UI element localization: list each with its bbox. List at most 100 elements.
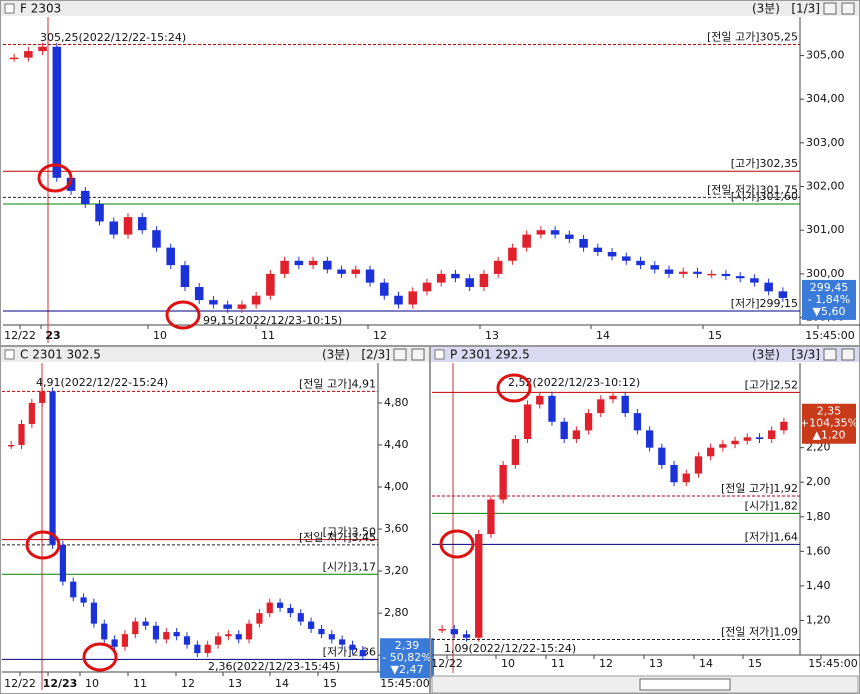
y-tick-label: 2,00 <box>806 475 831 488</box>
y-tick-label: 305,00 <box>806 48 845 61</box>
checkbox[interactable] <box>4 349 15 360</box>
candle <box>237 304 247 309</box>
y-tick-label: 304,00 <box>806 92 845 105</box>
x-tick-label: 14 <box>596 329 610 342</box>
price-box <box>380 638 434 679</box>
checkbox[interactable] <box>434 349 445 360</box>
candle <box>694 456 703 474</box>
candle <box>422 282 432 292</box>
panel-title: C 2301 302.5 <box>20 348 101 362</box>
candle <box>768 430 776 440</box>
candle <box>194 286 204 301</box>
candle <box>379 282 389 296</box>
x-tick-label: 12/22 <box>4 677 36 690</box>
candle <box>658 447 666 465</box>
price-box <box>802 279 856 320</box>
close-button[interactable] <box>841 2 855 15</box>
level-label: [전일 저가]3,45 <box>299 530 376 544</box>
extreme-annotation: 2,52(2022/12/23-10:12) <box>508 376 640 389</box>
level-label: [전일 저가]1,09 <box>721 624 798 638</box>
candle <box>487 499 495 535</box>
close-button[interactable] <box>411 348 425 361</box>
close-button[interactable] <box>841 348 855 361</box>
level-label: [고가]2,52 <box>745 378 798 391</box>
candle <box>111 639 118 647</box>
candle <box>18 423 25 445</box>
candle <box>682 473 690 483</box>
candle <box>706 447 715 457</box>
candle <box>523 404 532 440</box>
candle <box>235 634 242 640</box>
level-label: [시가]1,82 <box>745 499 798 512</box>
x-tick-label: 15:45:00 <box>805 329 854 342</box>
candle <box>408 291 418 305</box>
candle <box>328 634 335 640</box>
highlight-circle <box>25 530 61 560</box>
candle <box>597 399 605 414</box>
x-tick-label: 12/23 <box>43 677 78 690</box>
candle <box>493 260 503 274</box>
extreme-annotation: 99,15(2022/12/23-10:15) <box>203 314 342 327</box>
price-box-text: 2,35 <box>817 405 842 418</box>
candle <box>9 57 19 60</box>
checkbox[interactable] <box>4 3 15 14</box>
level-label: [시가]3,17 <box>323 560 376 573</box>
candle <box>287 607 294 614</box>
max-button[interactable] <box>823 348 837 361</box>
candle <box>743 437 751 441</box>
candle <box>109 221 119 235</box>
candle <box>719 444 727 448</box>
highlight-circle <box>82 642 118 672</box>
candle <box>194 644 201 654</box>
candle <box>780 421 788 431</box>
candle <box>633 413 642 431</box>
candle <box>511 439 520 465</box>
panel-title: F 2303 <box>20 2 61 16</box>
y-tick-label: 300,00 <box>806 267 845 280</box>
candle <box>351 269 361 274</box>
price-box-text: +104,35% <box>800 417 858 430</box>
candle <box>81 190 90 204</box>
candle <box>256 613 263 624</box>
candle <box>462 634 471 638</box>
max-button[interactable] <box>393 348 407 361</box>
candle <box>132 621 139 635</box>
candle <box>572 430 581 440</box>
x-tick-label: 14 <box>699 657 713 670</box>
candle <box>593 247 603 253</box>
candle <box>95 203 104 222</box>
candle <box>308 621 315 629</box>
x-tick-label: 10 <box>85 677 99 690</box>
y-tick-label: 2,80 <box>384 606 409 619</box>
candle <box>565 234 574 239</box>
y-tick-label: 1,40 <box>806 579 831 592</box>
panel-header <box>1 347 429 362</box>
y-tick-label: 3,20 <box>384 564 409 577</box>
candle <box>266 602 273 614</box>
page-label: [1/3] <box>791 2 820 16</box>
x-tick-label: 13 <box>228 677 242 690</box>
max-button[interactable] <box>823 2 837 15</box>
candle <box>80 597 87 603</box>
candle <box>349 644 356 650</box>
candle <box>245 623 253 640</box>
candle <box>142 621 149 626</box>
interval-label: (3분) <box>752 348 780 362</box>
candle <box>465 278 474 287</box>
candle <box>451 273 460 279</box>
x-tick-label: 15:45:00 <box>380 677 429 690</box>
candle <box>152 625 160 640</box>
y-tick-label: 302,00 <box>806 180 845 193</box>
candle <box>750 278 759 283</box>
x-tick-label: 12/22 <box>4 329 36 342</box>
y-tick-label: 1,60 <box>806 544 831 557</box>
y-tick-label: 2,20 <box>806 441 831 454</box>
candle <box>764 282 773 292</box>
x-tick-label: 15:45:00 <box>808 657 857 670</box>
candle <box>24 51 33 58</box>
scroll-thumb[interactable] <box>639 678 731 691</box>
extreme-annotation: 1,09(2022/12/22-15:24) <box>444 642 576 655</box>
candle <box>707 273 716 276</box>
candle <box>52 46 62 178</box>
